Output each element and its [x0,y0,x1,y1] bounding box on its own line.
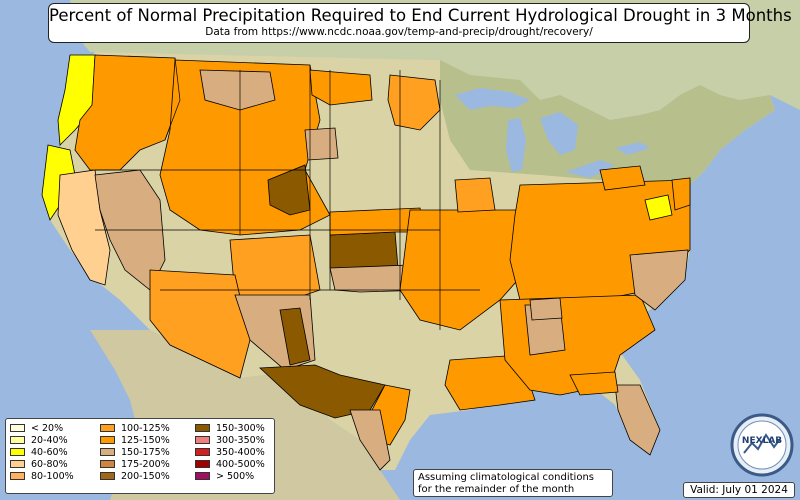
region-ohio-tan [529,297,563,321]
valid-date: Valid: July 01 2024 [683,482,795,498]
region-maryland-delaware [644,194,673,221]
legend-label: 20-40% [31,434,68,446]
legend-item: 300-350% [195,434,265,446]
legend-item: < 20% [10,422,74,434]
legend-label: 200-150% [121,470,170,482]
lake-erie [565,160,615,178]
legend-swatch [195,448,210,456]
region-carolinas-tan [629,249,689,311]
legend-column-2: 100-125% 125-150% 150-175% 175-200% 200-150% [100,422,170,482]
legend-swatch [10,472,25,480]
legend-label: 125-150% [121,434,170,446]
region-south-texas [349,409,391,471]
legend-label: 150-175% [121,446,170,458]
legend-swatch [195,424,210,432]
legend-column-3: 150-300% 300-350% 350-400% 400-500% > 500% [195,422,265,482]
region-wyoming-east [267,164,311,216]
title-box: Percent of Normal Precipitation Required… [48,3,792,43]
legend-column-1: < 20% 20-40% 40-60% 60-80% 80-100% [10,422,74,482]
legend-item: 40-60% [10,446,74,458]
legend-item: 125-150% [100,434,170,446]
lake-michigan [506,118,526,172]
region-great-lakes-west [454,177,496,213]
region-florida-north [569,371,619,396]
legend-swatch [100,424,115,432]
legend-label: 175-200% [121,458,170,470]
lake-huron [540,112,578,155]
legend-swatch [195,436,210,444]
legend-item: 175-200% [100,458,170,470]
legend-swatch [100,472,115,480]
region-pennsylvania-ohio [599,165,646,191]
assumption-note: Assuming climatological conditions for t… [413,469,613,497]
lake-superior [455,88,530,110]
legend-label: 400-500% [216,458,265,470]
legend-swatch [10,460,25,468]
region-northern-plains [309,69,373,106]
legend-label: < 20% [31,422,64,434]
note-line-2: for the remainder of the month [418,484,575,495]
legend: < 20% 20-40% 40-60% 60-80% 80-100% 100-125% 1… [5,418,275,494]
legend-item: 350-400% [195,446,265,458]
legend-item: 150-300% [195,422,265,434]
legend-item: 400-500% [195,458,265,470]
region-new-mexico-brown [279,307,311,366]
legend-label: 40-60% [31,446,68,458]
map-title: Percent of Normal Precipitation Required… [49,6,792,25]
legend-swatch [10,424,25,432]
logo-text: NEXLAB [742,436,782,446]
region-southwest-arizona-new-mexico [149,269,251,379]
legend-item: > 500% [195,470,265,482]
legend-item: 150-175% [100,446,170,458]
legend-item: 20-40% [10,434,74,446]
legend-label: > 500% [216,470,255,482]
region-montana-east [199,69,276,111]
legend-label: 300-350% [216,434,265,446]
legend-swatch [10,448,25,456]
region-new-jersey [671,177,691,211]
legend-swatch [100,448,115,456]
legend-item: 100-125% [100,422,170,434]
region-west-texas [259,364,386,419]
nexlab-logo: NEXLAB [730,413,794,477]
legend-swatch [10,436,25,444]
region-minnesota [387,74,441,131]
legend-item: 60-80% [10,458,74,470]
legend-label: 150-300% [216,422,265,434]
legend-swatch [100,436,115,444]
state-boundaries [95,57,480,330]
legend-swatch [195,472,210,480]
legend-label: 100-125% [121,422,170,434]
legend-label: 80-100% [31,470,74,482]
region-florida-peninsula [614,384,661,456]
legend-item: 80-100% [10,470,74,482]
legend-label: 350-400% [216,446,265,458]
legend-item: 200-150% [100,470,170,482]
legend-swatch [100,460,115,468]
note-line-1: Assuming climatological conditions [418,472,594,483]
map-subtitle: Data from https://www.ncdc.noaa.gov/temp… [205,26,593,38]
legend-label: 60-80% [31,458,68,470]
legend-swatch [195,460,210,468]
lake-ontario [615,142,650,155]
